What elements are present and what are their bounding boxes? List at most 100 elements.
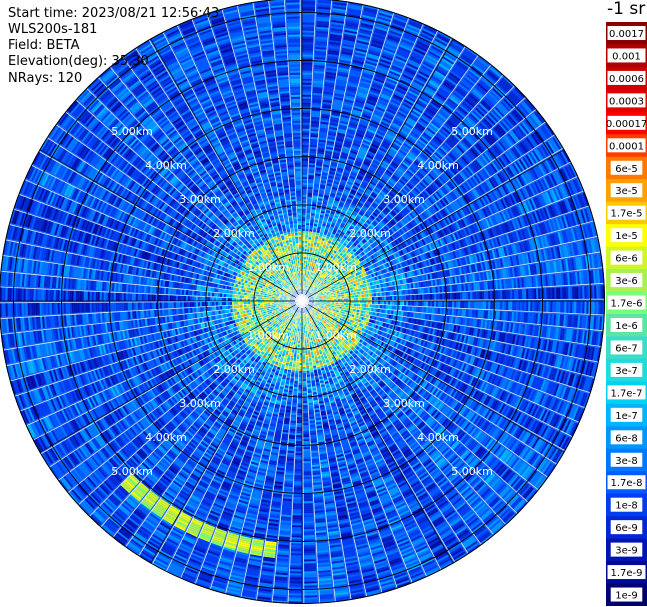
range-gate (390, 101, 400, 108)
range-gate (382, 117, 392, 124)
range-gate (472, 292, 475, 300)
range-gate (332, 105, 343, 109)
range-gate (329, 35, 343, 40)
range-gate (564, 287, 567, 300)
range-gate (329, 128, 338, 133)
range-gate (404, 31, 418, 39)
range-gate (379, 97, 390, 103)
range-gate (349, 175, 356, 180)
range-gate (353, 105, 364, 110)
range-gate (385, 305, 389, 310)
range-gate (314, 221, 319, 225)
range-gate (343, 190, 350, 195)
range-gate (334, 214, 339, 219)
range-gate (456, 301, 459, 309)
range-gate (362, 72, 374, 78)
range-gate (592, 285, 595, 300)
range-gate (365, 102, 376, 108)
range-gate (331, 207, 337, 211)
range-gate (324, 156, 332, 160)
range-gate (335, 89, 346, 93)
range-gate (356, 156, 364, 162)
range-gate (538, 301, 541, 312)
range-gate (416, 301, 419, 307)
range-gate (326, 67, 338, 72)
range-gate (333, 103, 343, 107)
range-gate (458, 301, 461, 309)
range-gate (334, 144, 343, 148)
range-gate (302, 0, 316, 1)
range-gate (315, 32, 329, 36)
range-gate (342, 207, 348, 212)
range-gate (360, 82, 371, 88)
range-gate (343, 35, 357, 40)
range-gate (311, 126, 320, 130)
range-gate (349, 152, 358, 157)
range-gate (393, 61, 405, 68)
range-gate (333, 181, 340, 185)
range-gate (328, 175, 335, 179)
range-gate (417, 288, 420, 295)
range-gate (327, 221, 332, 225)
range-gate (340, 198, 347, 202)
range-gate (308, 239, 312, 242)
range-gate (302, 72, 313, 75)
range-gate (306, 214, 311, 218)
range-gate (335, 85, 347, 89)
range-gate (462, 301, 465, 309)
range-gate (339, 120, 349, 125)
range-gate (302, 44, 314, 47)
range-gate (309, 150, 317, 154)
range-gate (317, 151, 325, 155)
range-gate (322, 168, 330, 172)
range-gate (427, 287, 430, 294)
range-gate (436, 301, 439, 308)
range-gate (302, 222, 306, 225)
range-gate (518, 289, 521, 300)
range-gate (357, 36, 371, 42)
range-gate (317, 0, 332, 2)
range-gate (552, 301, 555, 313)
range-gate (326, 222, 331, 226)
range-gate (315, 44, 328, 48)
range-gate (408, 22, 422, 30)
range-gate (355, 158, 364, 164)
range-gate (326, 144, 334, 148)
range-gate (316, 18, 330, 22)
range-gate (304, 247, 308, 250)
range-gate (343, 205, 349, 210)
range-gate (564, 301, 567, 314)
range-gate (302, 136, 310, 139)
range-gate (305, 241, 308, 244)
range-gate (324, 230, 329, 234)
range-gate (552, 287, 555, 300)
range-gate (534, 301, 537, 312)
range-gate (302, 114, 311, 117)
range-gate (409, 306, 413, 312)
range-gate (364, 64, 377, 70)
range-gate (348, 126, 357, 131)
range-gate (302, 62, 313, 65)
range-gate (302, 84, 312, 87)
range-gate (464, 292, 467, 300)
range-gate (316, 161, 324, 165)
range-gate (306, 212, 311, 216)
range-gate (317, 2, 332, 6)
range-gate (357, 155, 365, 160)
range-gate (328, 217, 334, 221)
range-gate (356, 176, 364, 181)
range-gate (413, 48, 426, 56)
range-gate (340, 116, 350, 121)
range-gate (353, 166, 360, 171)
range-gate (403, 35, 417, 43)
range-gate (334, 148, 342, 152)
range-gate (438, 293, 441, 301)
range-gate (316, 165, 323, 169)
range-gate (368, 127, 377, 133)
range-gate (332, 14, 346, 18)
range-gate (374, 30, 388, 36)
range-gate (327, 179, 334, 183)
range-gate (330, 118, 340, 123)
range-gate (384, 114, 394, 121)
range-gate (323, 95, 333, 99)
